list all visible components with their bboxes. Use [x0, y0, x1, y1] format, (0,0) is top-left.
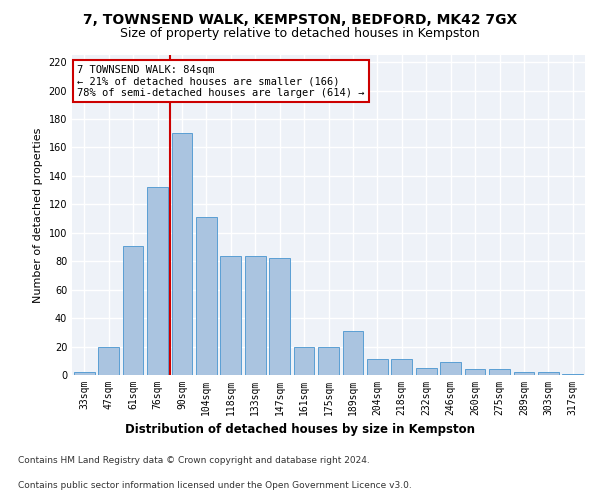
Text: Contains HM Land Registry data © Crown copyright and database right 2024.: Contains HM Land Registry data © Crown c… — [18, 456, 370, 465]
Bar — [220, 256, 241, 375]
Text: Distribution of detached houses by size in Kempston: Distribution of detached houses by size … — [125, 422, 475, 436]
Bar — [489, 370, 510, 375]
Bar — [98, 346, 119, 375]
Bar — [464, 370, 485, 375]
Bar — [562, 374, 583, 375]
Text: 7 TOWNSEND WALK: 84sqm
← 21% of detached houses are smaller (166)
78% of semi-de: 7 TOWNSEND WALK: 84sqm ← 21% of detached… — [77, 64, 365, 98]
Bar — [367, 360, 388, 375]
Bar — [172, 133, 193, 375]
Bar — [196, 217, 217, 375]
Bar — [318, 346, 339, 375]
Bar — [122, 246, 143, 375]
Bar — [416, 368, 437, 375]
Bar — [147, 188, 168, 375]
Bar — [440, 362, 461, 375]
Y-axis label: Number of detached properties: Number of detached properties — [33, 128, 43, 302]
Text: Size of property relative to detached houses in Kempston: Size of property relative to detached ho… — [120, 28, 480, 40]
Bar — [391, 360, 412, 375]
Bar — [538, 372, 559, 375]
Bar — [245, 256, 266, 375]
Bar — [269, 258, 290, 375]
Text: Contains public sector information licensed under the Open Government Licence v3: Contains public sector information licen… — [18, 481, 412, 490]
Bar — [74, 372, 95, 375]
Bar — [514, 372, 535, 375]
Bar — [293, 346, 314, 375]
Text: 7, TOWNSEND WALK, KEMPSTON, BEDFORD, MK42 7GX: 7, TOWNSEND WALK, KEMPSTON, BEDFORD, MK4… — [83, 12, 517, 26]
Bar — [343, 331, 364, 375]
